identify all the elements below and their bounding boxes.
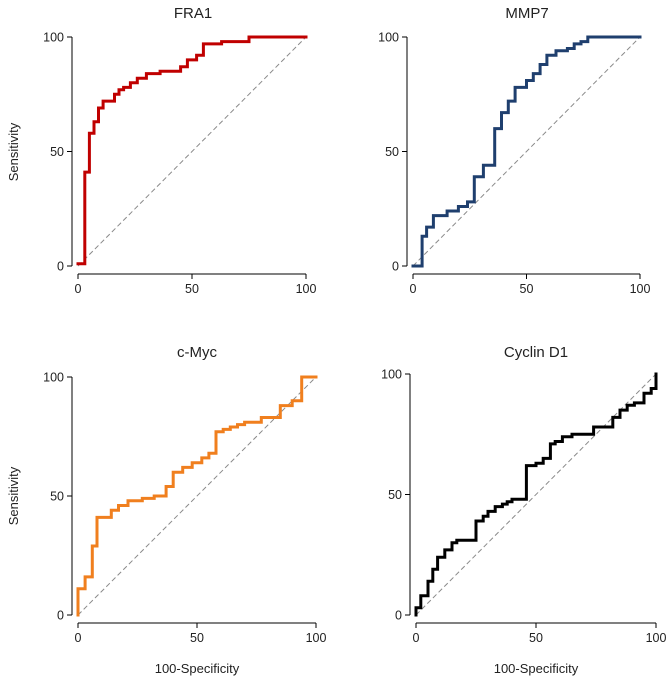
- chart-title-cyclin-d1: Cyclin D1: [504, 344, 568, 361]
- y-tick-label: 50: [50, 145, 64, 159]
- y-tick-label: 100: [43, 371, 64, 385]
- y-axis-label: Sensitivity: [6, 122, 21, 181]
- chart-panel-fra1: FRA1 0 50 100 0 50 100 Sensitivity: [6, 5, 316, 296]
- chart-panel-cyclin-d1: Cyclin D1 0 50 100 0 50 100 100-Specificity: [381, 344, 666, 676]
- roc-curve-c-myc: [76, 375, 318, 617]
- y-tick-label: 50: [388, 488, 402, 502]
- roc-curve-fra1: [76, 35, 308, 266]
- y-tick-label: 0: [395, 609, 402, 623]
- reference-diagonal-line: [415, 373, 657, 616]
- y-tick-label: 100: [381, 368, 402, 382]
- x-tick-label: 50: [190, 631, 204, 645]
- chart-panel-mmp7: MMP7 0 50 100 0 50 100: [378, 5, 650, 296]
- x-tick-label: 0: [413, 631, 420, 645]
- x-tick-label: 50: [520, 282, 534, 296]
- y-tick-label: 100: [43, 31, 64, 45]
- x-tick-label: 0: [75, 631, 82, 645]
- x-axis-label: 100-Specificity: [155, 661, 240, 676]
- chart-title-fra1: FRA1: [174, 5, 212, 22]
- y-tick-label: 50: [50, 490, 64, 504]
- x-tick-label: 100: [306, 631, 327, 645]
- roc-curve-mmp7: [411, 35, 642, 268]
- x-tick-label: 100: [296, 282, 317, 296]
- y-tick-label: 50: [385, 145, 399, 159]
- y-tick-label: 100: [378, 31, 399, 45]
- x-tick-label: 50: [185, 282, 199, 296]
- reference-diagonal-line: [412, 36, 641, 267]
- y-axis-label: Sensitivity: [6, 466, 21, 525]
- chart-panel-c-myc: c-Myc 0 50 100 0 50 100 Sensitivity 100-Specific…: [6, 344, 326, 676]
- x-tick-label: 100: [630, 282, 651, 296]
- y-tick-label: 0: [57, 260, 64, 274]
- x-axis-label: 100-Specificity: [494, 661, 579, 676]
- chart-title-c-myc: c-Myc: [177, 344, 217, 361]
- roc-curve-cyclin-d1: [414, 372, 658, 617]
- x-tick-label: 100: [646, 631, 667, 645]
- x-tick-label: 50: [529, 631, 543, 645]
- y-tick-label: 0: [392, 260, 399, 274]
- x-tick-label: 0: [410, 282, 417, 296]
- x-tick-label: 0: [75, 282, 82, 296]
- chart-title-mmp7: MMP7: [505, 5, 548, 22]
- reference-diagonal-line: [77, 36, 307, 267]
- y-tick-label: 0: [57, 609, 64, 623]
